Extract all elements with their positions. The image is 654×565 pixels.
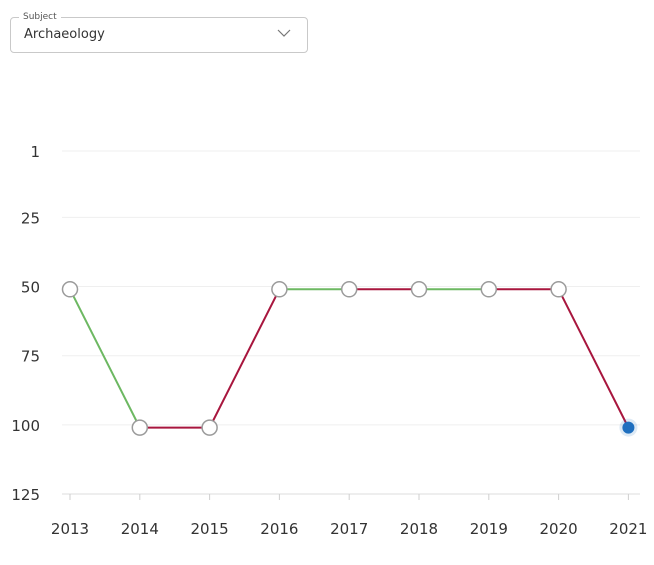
- y-tick-label: 100: [11, 417, 40, 435]
- grid-lines: [62, 150, 640, 426]
- y-tick-label: 125: [11, 486, 40, 504]
- y-tick-label: 1: [30, 143, 40, 161]
- x-tick-label: 2019: [470, 520, 508, 538]
- data-point[interactable]: [271, 281, 288, 298]
- x-tick-label: 2013: [51, 520, 89, 538]
- subject-select[interactable]: Subject Archaeology: [10, 11, 308, 53]
- series-line: [69, 288, 630, 429]
- subject-select-label: Subject: [19, 11, 61, 23]
- data-point[interactable]: [201, 419, 218, 436]
- data-point[interactable]: [410, 281, 428, 298]
- y-tick-label: 75: [21, 348, 40, 366]
- x-tick-label: 2014: [121, 520, 159, 538]
- y-tick-label: 25: [21, 209, 40, 227]
- x-tick-label: 2016: [260, 520, 298, 538]
- data-point[interactable]: [131, 419, 149, 436]
- x-tick-label: 2018: [400, 520, 438, 538]
- line-segment: [557, 288, 630, 429]
- data-point[interactable]: [340, 281, 358, 298]
- latest-data-point[interactable]: [622, 421, 635, 434]
- x-tick-label: 2020: [540, 520, 578, 538]
- data-point[interactable]: [550, 281, 567, 298]
- x-axis-tick-labels: 2013 2014 2015 2016 2017 2018 2019 2020 2021: [51, 520, 648, 538]
- x-tick-label: 2021: [609, 520, 647, 538]
- x-axis: [62, 493, 640, 500]
- data-point[interactable]: [480, 281, 498, 298]
- x-tick-label: 2015: [191, 520, 229, 538]
- line-segment: [69, 288, 141, 429]
- y-tick-label: 50: [21, 279, 40, 297]
- line-segment: [208, 288, 281, 429]
- chevron-down-icon: [277, 29, 291, 37]
- data-point[interactable]: [61, 281, 79, 298]
- subject-select-value: Archaeology: [24, 27, 105, 42]
- series-points: [61, 281, 638, 437]
- x-tick-label: 2017: [330, 520, 368, 538]
